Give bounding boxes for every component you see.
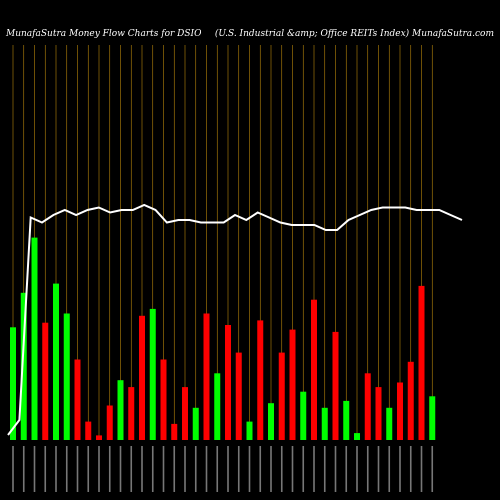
money-flow-bar [289,329,296,440]
x-tick-label [227,446,229,492]
x-tick-label [345,446,348,492]
x-tick-label [302,446,305,492]
chart-title-left: MunafaSutra Money Flow Charts for DSIO [5,29,202,39]
x-tick-label [377,446,380,492]
x-tick-label [12,446,14,492]
x-tick-label [22,446,25,492]
x-tick-label [44,446,47,492]
x-tick-label [87,446,90,492]
x-tick-labels [12,446,434,492]
money-flow-bar [375,387,382,440]
x-tick-label [420,446,423,492]
money-flow-bar [74,359,81,440]
x-tick-label [248,446,251,492]
x-tick-label [259,446,262,492]
x-tick-label [130,446,133,492]
x-tick-label [431,446,434,492]
money-flow-bar [192,407,199,440]
x-tick-label [173,446,176,492]
money-flow-bar [354,433,360,440]
x-tick-label [162,446,165,492]
money-flow-bars [10,237,436,440]
money-flow-bar [246,421,253,440]
money-flow-bar [300,391,307,440]
money-flow-bar [268,403,274,440]
x-tick-label [323,446,326,492]
x-tick-label [313,446,315,492]
x-tick-label [291,446,294,492]
money-flow-bar [20,292,27,440]
money-flow-bar [203,313,210,440]
money-flow-bar [10,327,16,440]
x-tick-label [108,446,111,492]
x-tick-label [280,446,283,492]
x-tick-label [334,446,337,492]
money-flow-bar [407,361,414,440]
money-flow-bar [63,313,70,440]
money-flow-bar [128,387,135,440]
x-tick-label [356,446,358,492]
price-line [7,203,463,436]
money-flow-bar [53,283,59,440]
x-tick-label [270,446,272,492]
x-tick-label [55,446,57,492]
x-tick-label [119,446,122,492]
money-flow-bar [96,435,102,440]
x-tick-label [141,446,143,492]
money-flow-bar [214,373,221,440]
money-flow-bar [85,421,92,440]
money-flow-bar [117,380,124,440]
x-tick-label [151,446,154,492]
money-flow-bar [343,400,350,440]
money-flow-bar [225,325,231,440]
money-flow-bar [397,382,403,440]
money-flow-bar [139,315,145,440]
money-flow-bar [42,322,49,440]
x-tick-label [76,446,79,492]
chart-title-right: (U.S. Industrial &amp; Office REITs Inde… [215,28,494,39]
money-flow-bar [311,299,317,440]
x-tick-label [33,446,36,492]
money-flow-bar [321,407,328,440]
money-flow-bar [149,308,156,440]
x-tick-label [366,446,369,492]
money-flow-bar [386,407,393,440]
money-flow-bar [31,237,38,440]
money-flow-bar [171,423,178,440]
x-tick-label [388,446,391,492]
x-tick-label [216,446,219,492]
x-tick-label [205,446,208,492]
money-flow-bar [160,359,167,440]
x-tick-label [98,446,100,492]
x-tick-label [237,446,240,492]
x-tick-label [399,446,401,492]
x-tick-label [409,446,412,492]
money-flow-bar [257,320,264,440]
money-flow-bar [235,352,242,440]
x-tick-label [65,446,68,492]
money-flow-bar [418,285,425,440]
money-flow-bar [429,396,436,440]
money-flow-bar [278,352,285,440]
money-flow-bar [332,331,339,440]
x-tick-label [184,446,186,492]
money-flow-bar [106,405,113,440]
money-flow-bar [364,373,371,440]
x-tick-label [194,446,197,492]
money-flow-bar [182,387,188,440]
